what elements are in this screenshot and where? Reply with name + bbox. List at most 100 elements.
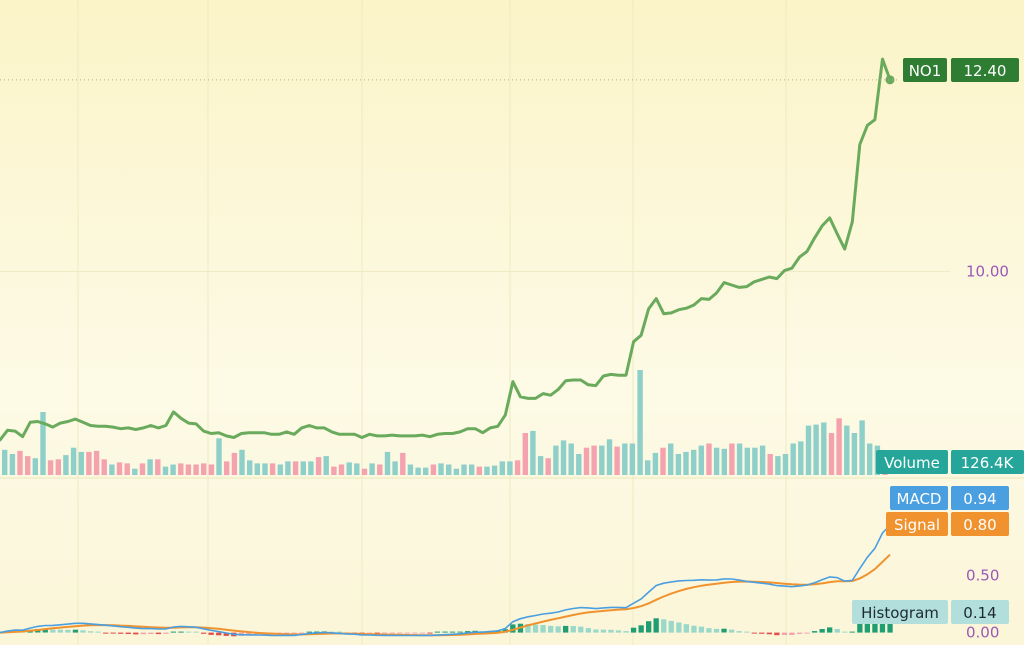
volume-value: 126.4K (961, 454, 1015, 472)
histogram-bar (842, 631, 848, 633)
volume-bar (193, 464, 199, 475)
volume-bar (392, 461, 398, 476)
volume-bar (308, 461, 314, 476)
histogram-bar (563, 625, 569, 633)
histogram-bar (246, 632, 252, 636)
volume-bar (262, 463, 268, 475)
histogram-label: Histogram (861, 604, 939, 622)
volume-label: Volume (884, 454, 940, 472)
histogram-bar (434, 631, 441, 633)
histogram-bar (42, 629, 48, 633)
volume-bar (78, 451, 84, 475)
macd-badge: MACD 0.94 (890, 486, 1009, 510)
histogram-bar (525, 624, 531, 633)
volume-bar (40, 412, 46, 475)
volume-bar (101, 459, 107, 476)
signal-label-bg (886, 512, 948, 536)
histogram-bar (419, 632, 425, 634)
volume-bar (476, 466, 482, 475)
volume-bar (231, 452, 238, 475)
histogram-bar (729, 629, 735, 633)
histogram-bar (827, 627, 833, 633)
histogram-bar (819, 629, 825, 633)
histogram-bar (653, 618, 659, 633)
volume-bar (606, 439, 613, 475)
histogram-bar (608, 629, 614, 633)
histogram-bar (540, 625, 546, 633)
volume-bar (300, 461, 306, 476)
volume-bar (400, 452, 406, 475)
histogram-bar (148, 632, 154, 634)
volume-bar (706, 443, 712, 475)
macd-value: 0.94 (963, 490, 996, 508)
volume-bar (254, 463, 260, 475)
histogram-bar (706, 628, 712, 633)
volume-bar (767, 454, 773, 475)
volume-bar (170, 464, 176, 475)
volume-bar (269, 463, 276, 475)
volume-bar (675, 454, 682, 475)
histogram-bar (457, 631, 463, 633)
histogram-bar (366, 632, 373, 634)
histogram-value-bg (951, 600, 1009, 624)
volume-bar (453, 468, 460, 475)
volume-bar (224, 461, 230, 476)
volume-bar (637, 370, 643, 475)
histogram-label-bg (852, 600, 948, 624)
volume-bar (622, 443, 628, 475)
volume-bar (729, 443, 735, 475)
histogram-bar (170, 631, 177, 633)
volume-bar (116, 462, 123, 475)
volume-bar (239, 449, 245, 475)
volume-bar (369, 463, 375, 475)
volume-bar (315, 457, 322, 475)
histogram-bar (306, 631, 312, 633)
histogram-bar (532, 624, 539, 633)
volume-bar (530, 430, 536, 475)
histogram-bar (374, 632, 380, 634)
histogram-bar (630, 627, 637, 633)
histogram-bar (570, 626, 576, 633)
grid-lines (0, 0, 950, 645)
volume-bar (9, 454, 16, 475)
histogram-bar (336, 631, 343, 633)
histogram-bar (683, 624, 689, 633)
volume-bar (836, 418, 842, 475)
histogram-bar (140, 632, 146, 635)
histogram-bar (382, 632, 388, 634)
macd-label: MACD (897, 490, 942, 508)
histogram-bar (465, 631, 471, 633)
histogram-bar (585, 628, 591, 633)
histogram-bar (178, 631, 184, 633)
signal-value-bg (951, 512, 1009, 536)
volume-bar (798, 441, 804, 475)
histogram-bar (676, 622, 682, 633)
macd-value-bg (951, 486, 1009, 510)
volume-bar (652, 452, 659, 475)
volume-bar (560, 440, 567, 475)
macd-line (0, 524, 891, 637)
signal-value: 0.80 (963, 516, 996, 534)
histogram-bar (510, 624, 516, 633)
volume-bar (25, 456, 31, 475)
volume-bar (859, 420, 865, 475)
histogram-bar (291, 632, 297, 634)
volume-bar (331, 466, 337, 475)
histogram-bar (857, 622, 863, 633)
histogram-bar (736, 631, 742, 633)
volume-bar (70, 447, 77, 475)
volume-bar (438, 463, 444, 475)
price-badge: NO1 12.40 (903, 58, 1019, 82)
histogram-bar (50, 629, 56, 633)
volume-label-bg (876, 450, 948, 474)
histogram-bar (72, 629, 79, 633)
volume-bar (629, 443, 636, 475)
volume-bar (867, 443, 873, 475)
signal-badge: Signal 0.80 (886, 512, 1009, 536)
volume-bar (292, 461, 299, 476)
volume-bar (668, 443, 674, 475)
volume-bar (828, 433, 835, 475)
volume-value-bg (951, 450, 1024, 474)
